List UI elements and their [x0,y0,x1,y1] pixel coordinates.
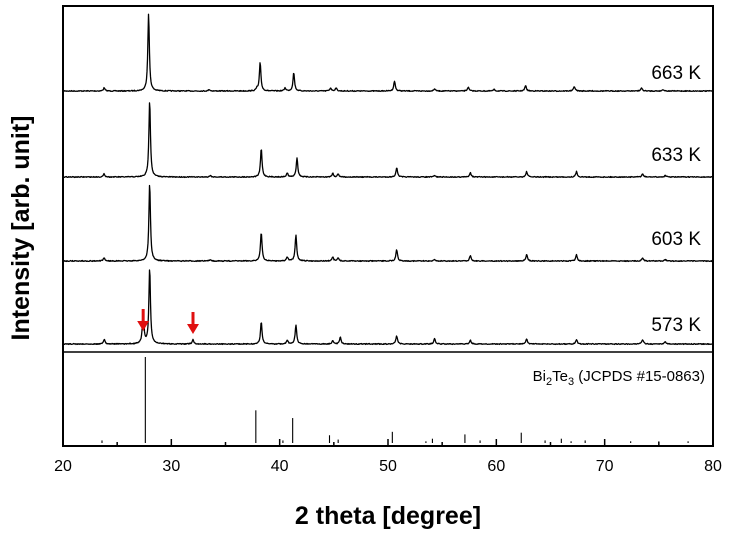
x-tick-label: 80 [704,458,722,475]
secondary-phase-arrow-icon [187,312,199,334]
x-tick-label: 20 [54,458,72,475]
x-tick-label: 40 [271,458,289,475]
xrd-trace-663-k [62,13,714,93]
y-axis-title: Intensity [arb. unit] [7,116,35,341]
trace-label: 633 K [651,145,701,166]
trace-label: 603 K [651,229,701,250]
x-tick-label: 70 [596,458,614,475]
trace-label: 573 K [651,315,701,336]
plot-area: 663 K 633 K 603 K 573 K Bi2Te3 (JCPDS #15-08… [54,5,722,475]
trace-label: 663 K [651,63,701,84]
x-axis-title: 2 theta [degree] [295,502,481,530]
xrd-trace-603-k [62,184,714,263]
secondary-phase-arrow-icon [137,309,150,331]
x-tick-label: 30 [162,458,180,475]
x-tick-label: 60 [487,458,505,475]
x-tick-label: 50 [379,458,397,475]
reference-label: Bi2Te3 (JCPDS #15-0863) [533,368,705,388]
xrd-trace-633-k [62,102,714,179]
xrd-trace-573-k [62,269,714,346]
